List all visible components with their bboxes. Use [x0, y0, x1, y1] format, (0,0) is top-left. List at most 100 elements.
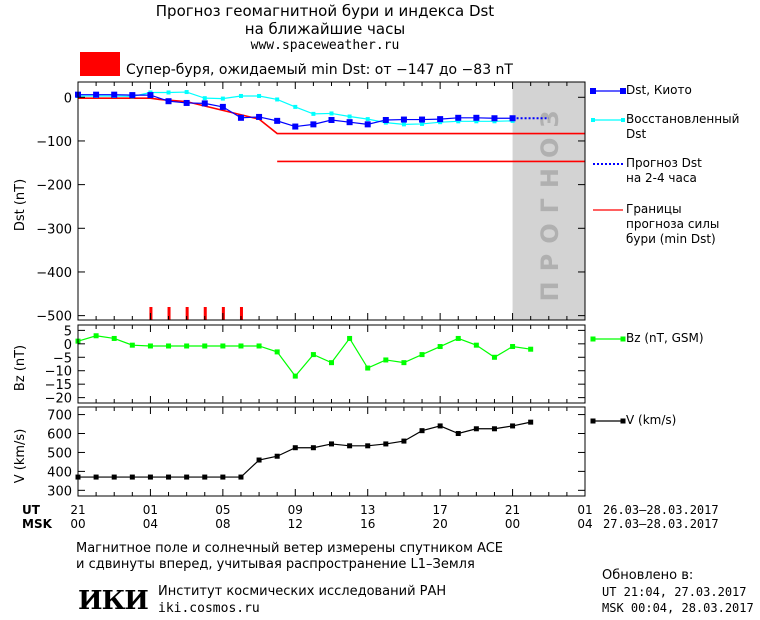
- dst-tick-label: −200: [36, 179, 72, 194]
- v-point: [238, 474, 244, 480]
- ut-tick-label: 13: [360, 503, 375, 517]
- msk-tick-label: 12: [288, 517, 303, 531]
- dst-kyoto-point: [346, 119, 353, 126]
- msk-tick-label: 20: [433, 517, 448, 531]
- v-point: [383, 441, 389, 447]
- dst-restored-point: [492, 119, 497, 124]
- msk-axis-label: MSK: [22, 517, 53, 531]
- updated-msk: MSK 00:04, 28.03.2017: [602, 601, 754, 615]
- msk-tick-label: 04: [577, 517, 592, 531]
- v-point: [111, 474, 117, 480]
- v-point: [184, 474, 190, 480]
- ut-tick-label: 09: [288, 503, 303, 517]
- dst-restored-point: [184, 90, 189, 95]
- v-point: [256, 457, 262, 463]
- dst-kyoto-point: [328, 116, 335, 123]
- chart-title-line2: на ближайшие часы: [244, 20, 406, 38]
- storm-alert-text: Супер-буря, ожидаемый min Dst: от −147 д…: [126, 62, 513, 78]
- v-point: [419, 428, 425, 434]
- bz-point: [256, 343, 262, 349]
- bz-tick-label: 5: [64, 324, 72, 339]
- dst-kyoto-point: [473, 114, 480, 121]
- v-point: [166, 474, 172, 480]
- dst-restored-point: [166, 90, 171, 95]
- bz-tick-label: −20: [45, 392, 72, 407]
- bz-point: [365, 365, 371, 371]
- legend-dst-kyoto: Dst, Киото: [626, 83, 692, 97]
- legend-bounds-line2: прогноза силы: [626, 217, 720, 231]
- msk-tick-label: 00: [70, 517, 85, 531]
- dst-tick-label: −400: [36, 266, 72, 281]
- site-url[interactable]: www.spaceweather.ru: [250, 38, 400, 53]
- v-axis-label: V (km/s): [13, 429, 28, 484]
- dst-kyoto-point: [491, 115, 498, 122]
- ut-tick-label: 21: [70, 503, 85, 517]
- bz-tick-label: 0: [64, 338, 72, 353]
- v-point: [347, 443, 353, 449]
- v-point: [220, 474, 226, 480]
- v-point: [329, 441, 334, 447]
- storm-hour-mark: [203, 307, 207, 320]
- legend-v-marker: [590, 418, 596, 424]
- v-tick-label: 300: [47, 484, 72, 499]
- ut-tick-label: 01: [577, 503, 592, 517]
- v-point: [473, 426, 479, 432]
- storm-hour-mark: [185, 307, 189, 320]
- legend-forecast-line2: на 2-4 часа: [626, 171, 697, 185]
- legend-bz-marker: [590, 336, 596, 342]
- ut-date-range: 26.03–28.03.2017: [603, 503, 719, 517]
- institute-name: Институт космических исследований РАН: [158, 584, 447, 599]
- bz-line: [77, 335, 531, 378]
- institute-url[interactable]: iki.cosmos.ru: [158, 601, 260, 616]
- dst-kyoto-point: [274, 117, 281, 124]
- bz-point: [202, 343, 208, 349]
- forecast-band: [512, 82, 585, 320]
- v-panel-frame: [77, 406, 586, 497]
- v-point: [528, 419, 534, 425]
- ut-axis-label: UT: [22, 503, 41, 517]
- bz-point: [274, 349, 280, 355]
- footer-note-line2: и сдвинуты вперед, учитывая распростране…: [76, 557, 475, 572]
- dst-restored-point: [456, 119, 461, 124]
- bz-point: [292, 373, 298, 379]
- legend-symbols: [590, 88, 626, 424]
- v-point: [93, 474, 99, 480]
- dst-tick-label: 0: [64, 91, 72, 106]
- v-point: [510, 423, 516, 429]
- storm-bound-upper-line: [78, 97, 585, 135]
- dst-kyoto-point: [400, 116, 407, 123]
- bz-point: [129, 342, 135, 348]
- bz-point: [528, 346, 534, 352]
- dst-kyoto-point: [129, 92, 136, 99]
- footer-note-line1: Магнитное поле и солнечный ветер измерен…: [76, 541, 504, 556]
- bz-point: [310, 352, 316, 358]
- legend-restored-marker: [621, 118, 625, 122]
- msk-tick-label: 04: [143, 517, 158, 531]
- legend-dst-restored-line1: Восстановленный: [626, 112, 740, 126]
- v-point: [365, 443, 371, 449]
- dst-restored-point: [329, 111, 334, 116]
- dst-kyoto-point: [219, 103, 226, 110]
- v-point: [147, 474, 153, 480]
- dst-kyoto-point: [201, 100, 208, 107]
- storm-hour-mark: [167, 307, 171, 320]
- v-point: [437, 423, 443, 429]
- v-line: [78, 421, 531, 478]
- legend-forecast-line1: Прогноз Dst: [626, 156, 702, 170]
- iki-logo[interactable]: ИКИ: [78, 586, 149, 616]
- msk-tick-label: 00: [505, 517, 520, 531]
- dst-kyoto-point: [382, 116, 389, 123]
- bz-point: [147, 343, 153, 349]
- dst-restored-point: [365, 117, 370, 122]
- dst-kyoto-point: [93, 91, 100, 98]
- chart-title-line1: Прогноз геомагнитной бури и индекса Dst: [155, 2, 495, 20]
- legend-kyoto-marker: [620, 88, 626, 94]
- bz-point: [220, 343, 226, 349]
- forecast-band-label: ПРОГНОЗ: [536, 101, 564, 302]
- bz-point: [473, 342, 479, 348]
- dst-restored-point: [220, 96, 225, 101]
- v-tick-label: 600: [47, 428, 72, 443]
- dst-restored-point: [474, 119, 479, 124]
- dst-kyoto-point: [165, 98, 172, 105]
